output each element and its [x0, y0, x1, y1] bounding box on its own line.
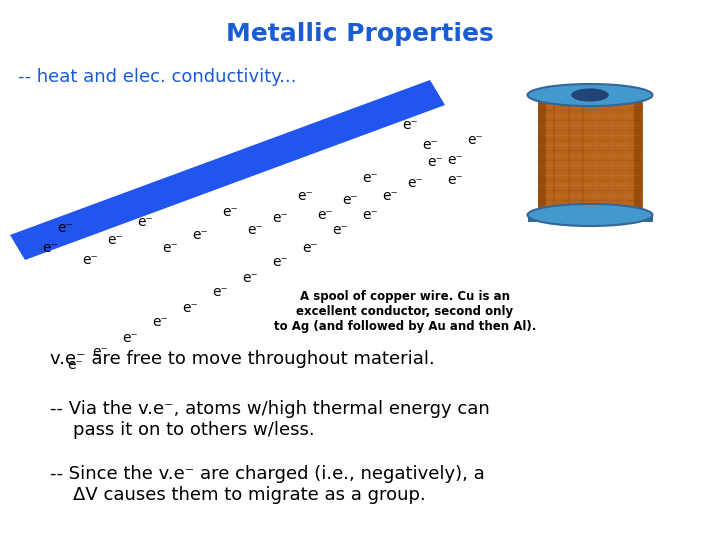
Ellipse shape	[528, 204, 652, 226]
Text: e⁻: e⁻	[137, 215, 153, 229]
Text: e⁻: e⁻	[162, 241, 178, 255]
Text: e⁻: e⁻	[192, 228, 208, 242]
Text: e⁻: e⁻	[247, 223, 263, 237]
Ellipse shape	[528, 84, 652, 106]
Text: e⁻: e⁻	[447, 153, 463, 167]
Text: e⁻: e⁻	[272, 211, 288, 225]
Text: e⁻: e⁻	[317, 208, 333, 222]
Text: e⁻: e⁻	[407, 176, 423, 190]
Text: e⁻: e⁻	[447, 173, 463, 187]
Text: e⁻: e⁻	[467, 133, 483, 147]
Text: Metallic Properties: Metallic Properties	[226, 22, 494, 46]
Bar	[634, 95, 642, 215]
Text: A spool of copper wire. Cu is an
excellent conductor, second only
to Ag (and fol: A spool of copper wire. Cu is an excelle…	[274, 290, 536, 333]
Text: e⁻: e⁻	[182, 301, 198, 315]
Text: e⁻: e⁻	[107, 233, 123, 247]
Ellipse shape	[571, 89, 608, 102]
Text: e⁻: e⁻	[302, 241, 318, 255]
Text: e⁻: e⁻	[382, 189, 398, 203]
Text: e⁻: e⁻	[222, 205, 238, 219]
Text: e⁻: e⁻	[332, 223, 348, 237]
Text: e⁻: e⁻	[427, 155, 443, 169]
Text: e⁻: e⁻	[272, 255, 288, 269]
Text: -- Since the v.e⁻ are charged (i.e., negatively), a
    ΔV causes them to migrat: -- Since the v.e⁻ are charged (i.e., neg…	[50, 465, 485, 504]
Text: e⁻: e⁻	[362, 208, 378, 222]
Text: e⁻: e⁻	[212, 285, 228, 299]
Text: e⁻: e⁻	[67, 358, 83, 372]
Polygon shape	[10, 80, 445, 260]
Text: v.e⁻ are free to move throughout material.: v.e⁻ are free to move throughout materia…	[50, 350, 435, 368]
Text: e⁻: e⁻	[297, 189, 313, 203]
Text: e⁻: e⁻	[362, 171, 378, 185]
Text: e⁻: e⁻	[82, 253, 98, 267]
Bar	[538, 95, 643, 215]
Text: e⁻: e⁻	[342, 193, 358, 207]
Text: e⁻: e⁻	[42, 241, 58, 255]
Text: e⁻: e⁻	[242, 271, 258, 285]
Bar	[538, 95, 546, 215]
Text: e⁻: e⁻	[92, 345, 108, 359]
Text: e⁻: e⁻	[122, 331, 138, 345]
Text: -- Via the v.e⁻, atoms w/high thermal energy can
    pass it on to others w/less: -- Via the v.e⁻, atoms w/high thermal en…	[50, 400, 490, 439]
Text: e⁻: e⁻	[422, 138, 438, 152]
Text: e⁻: e⁻	[152, 315, 168, 329]
Text: e⁻: e⁻	[57, 221, 73, 235]
Text: -- heat and elec. conductivity...: -- heat and elec. conductivity...	[18, 68, 297, 86]
Bar	[528, 215, 653, 221]
Text: e⁻: e⁻	[402, 118, 418, 132]
